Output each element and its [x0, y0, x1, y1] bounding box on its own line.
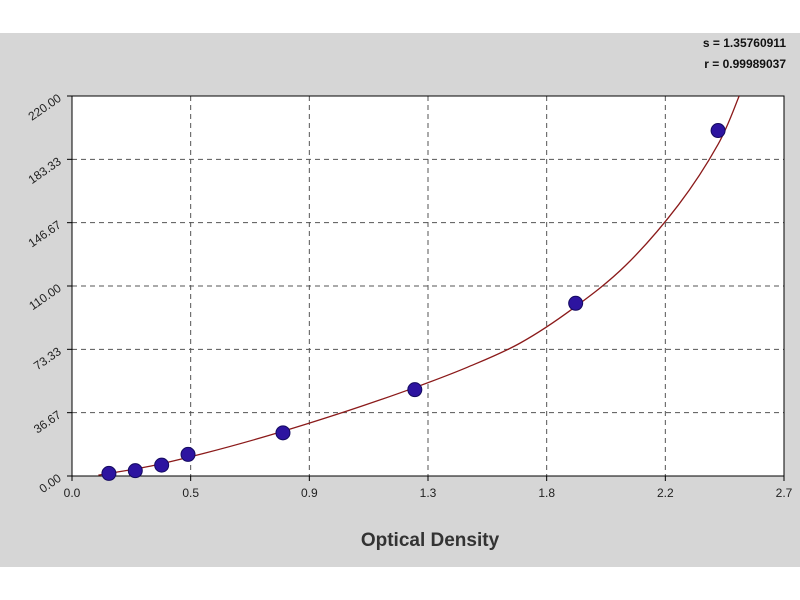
- x-tick-label: 2.2: [657, 486, 674, 500]
- y-tick-label: 183.33: [26, 154, 64, 187]
- data-point: [154, 457, 170, 473]
- x-tick-label: 1.8: [538, 486, 555, 500]
- data-point: [407, 382, 423, 398]
- points-layer: [101, 123, 726, 481]
- data-point: [275, 425, 291, 441]
- data-point: [710, 123, 726, 139]
- x-tick-label: 0.0: [64, 486, 81, 500]
- plot-border: [71, 95, 785, 477]
- chart-frame: 0.0 0.5 0.9 1.3 1.8 2.2 2.7 0.00 36.67 73.33 110.0…: [0, 33, 800, 567]
- chart-svg: 0.0 0.5 0.9 1.3 1.8 2.2 2.7 0.00 36.67 73.33 110.0…: [26, 91, 793, 500]
- fit-curve: [98, 95, 740, 476]
- x-tick-label: 2.7: [776, 486, 793, 500]
- data-point: [180, 446, 196, 462]
- y-tick-label: 73.33: [31, 344, 64, 373]
- x-tick-label: 0.5: [182, 486, 199, 500]
- data-point: [568, 295, 584, 311]
- axis-layer: [67, 95, 785, 481]
- x-tick-label: 1.3: [420, 486, 437, 500]
- x-tick-label: 0.9: [301, 486, 318, 500]
- grid-layer: [72, 96, 784, 476]
- correlation-stat: r = 0.99989037: [704, 57, 786, 71]
- y-tick-label: 146.67: [26, 217, 64, 250]
- data-point: [101, 465, 117, 481]
- x-axis-label: Optical Density: [360, 530, 500, 551]
- y-tick-label: 110.00: [26, 281, 64, 313]
- curve-layer: [98, 95, 740, 476]
- slope-stat: s = 1.35760911: [702, 36, 786, 50]
- y-tick-label: 36.67: [31, 407, 64, 436]
- y-tick-label: 0.00: [37, 471, 64, 496]
- data-point: [127, 463, 143, 479]
- y-tick-label: 220.00: [26, 91, 64, 124]
